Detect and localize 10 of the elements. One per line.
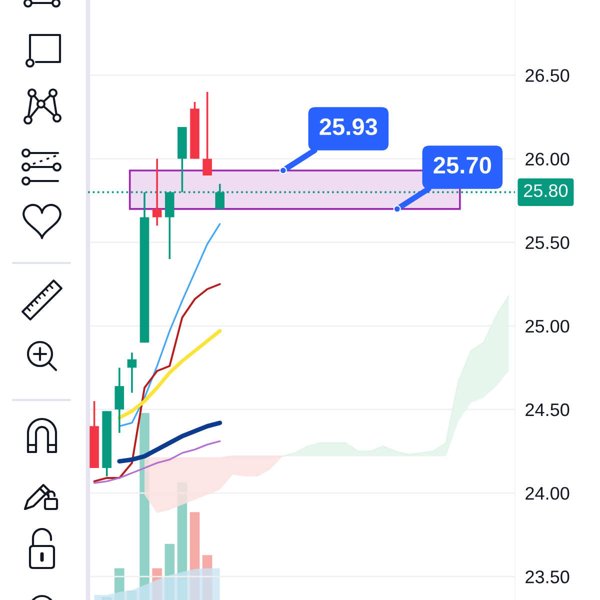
y-tick-label: 26.00 — [526, 152, 570, 166]
y-tick-label: 25.50 — [526, 236, 570, 250]
y-tick-label: 26.50 — [526, 69, 570, 82]
y-tick-label: 23.50 — [526, 570, 570, 584]
y-tick-label: 24.00 — [526, 486, 570, 500]
annotation: 25.70 — [434, 156, 492, 174]
annotation: 25.93 — [320, 118, 378, 136]
ref-line-label: 25.80 — [524, 184, 568, 198]
y-tick-label: 25.00 — [526, 320, 570, 333]
y-tick-label: 24.50 — [526, 403, 570, 416]
